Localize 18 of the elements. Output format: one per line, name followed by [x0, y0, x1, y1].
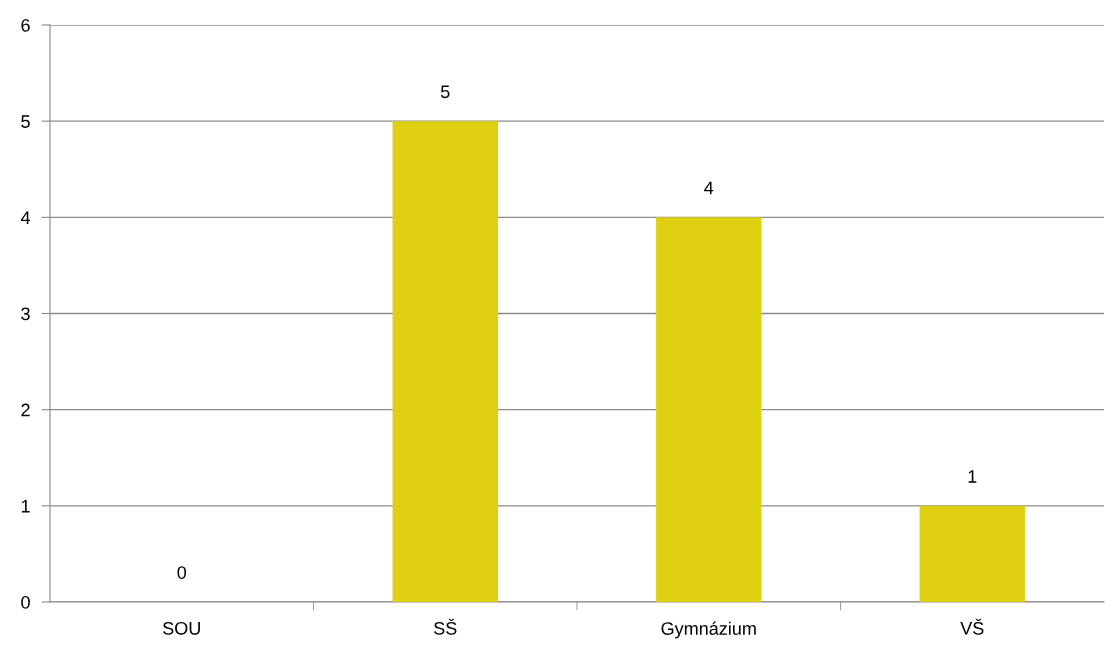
y-tick-label: 3 [21, 307, 30, 321]
data-label: 5 [440, 85, 450, 99]
data-label: 1 [968, 470, 977, 483]
y-tick-label: 2 [21, 403, 30, 417]
bar [392, 121, 498, 602]
y-tick-label: 6 [21, 18, 30, 32]
y-tick-label: 1 [21, 499, 30, 513]
x-tick-label: SOU [163, 621, 200, 635]
x-tick-label: VŠ [960, 618, 984, 635]
bar [919, 505, 1025, 602]
data-label: 0 [177, 566, 187, 579]
y-tick-label: 0 [21, 595, 30, 609]
data-label: 4 [704, 181, 714, 195]
y-tick-label: 4 [20, 211, 31, 224]
y-tick-label: 5 [21, 115, 30, 128]
bar [656, 217, 762, 602]
x-tick-label: Gymnázium [661, 621, 756, 639]
x-tick-label: SŠ [434, 618, 457, 635]
